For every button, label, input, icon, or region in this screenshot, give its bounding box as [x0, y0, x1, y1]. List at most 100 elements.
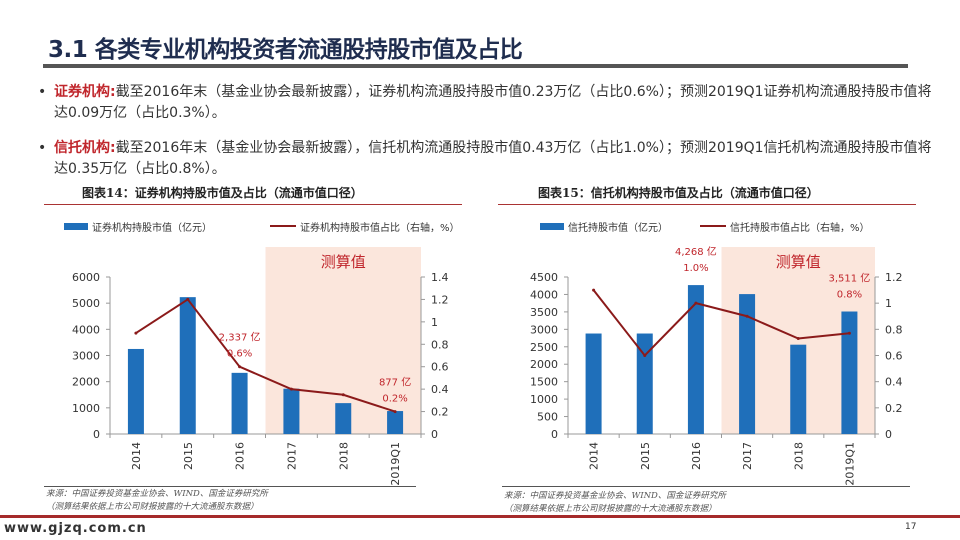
left-tick-label: 5000 — [72, 297, 100, 310]
line-point — [238, 365, 242, 369]
right-tick-label: 1.4 — [431, 271, 449, 284]
left-tick-label: 0 — [551, 428, 558, 441]
legend-label: 信托持股市值占比（右轴，%） — [730, 221, 870, 234]
bullet-securities: • 证券机构:截至2016年末（基金业协会最新披露），证券机构流通股持股市值0.… — [38, 82, 938, 124]
bullet-text: 截至2016年末（基金业协会最新披露），证券机构流通股持股市值0.23万亿（占比… — [54, 84, 932, 121]
source-rule — [44, 486, 416, 487]
data-annotation: 0.2% — [382, 394, 407, 405]
right-tick-label: 0.6 — [431, 361, 449, 374]
chart-title-rule — [498, 204, 916, 205]
source-line: （测算结果依据上市公司财报披露的十大流通股东数据） — [46, 502, 259, 512]
line-point — [643, 354, 647, 357]
bar — [790, 344, 807, 434]
bar — [283, 388, 300, 434]
line-point — [186, 297, 190, 301]
x-tick-label: 2014 — [588, 442, 601, 470]
data-annotation: 2,337 亿 — [219, 331, 261, 344]
line-point — [745, 314, 749, 318]
title-divider — [43, 64, 908, 68]
right-tick-label: 0.4 — [885, 376, 903, 389]
x-tick-label: 2018 — [337, 442, 350, 470]
left-tick-label: 6000 — [72, 271, 100, 284]
bar — [585, 333, 602, 434]
chart-title: 图表15：信托机构持股市值及占比（流通市值口径） — [538, 186, 819, 200]
line-point — [796, 336, 800, 340]
legend-bar-swatch — [64, 223, 88, 230]
source-note: 来源：中国证券投资基金业协会、WIND、国金证券研究所 （测算结果依据上市公司财… — [504, 490, 726, 516]
x-tick-label: 2019Q1 — [843, 442, 856, 486]
bar — [636, 333, 653, 434]
data-annotation: 877 亿 — [379, 376, 411, 389]
left-tick-label: 3500 — [530, 306, 558, 319]
left-tick-label: 3000 — [530, 323, 558, 336]
data-annotation: 0.6% — [227, 349, 252, 360]
x-tick-label: 2019Q1 — [389, 442, 402, 486]
right-tick-label: 0.2 — [431, 406, 449, 419]
left-tick-label: 3000 — [72, 350, 100, 363]
source-line: （测算结果依据上市公司财报披露的十大流通股东数据） — [504, 504, 717, 514]
right-tick-label: 1 — [431, 316, 438, 329]
right-tick-label: 0.4 — [431, 383, 449, 396]
left-tick-label: 1500 — [530, 376, 558, 389]
page-number: 17 — [905, 522, 917, 532]
chart-title-rule — [44, 204, 462, 205]
left-tick-label: 1000 — [72, 402, 100, 415]
data-annotation: 0.8% — [837, 290, 862, 301]
bullet-trust: • 信托机构:截至2016年末（基金业协会最新披露），信托机构流通股持股市值0.… — [38, 138, 938, 180]
chart-trust: 测算值 信托持股市值（亿元） 信托持股市值占比（右轴，%） 0 500 1000 1500 2… — [530, 221, 903, 486]
left-tick-label: 2000 — [72, 376, 100, 389]
x-tick-label: 2018 — [792, 442, 805, 470]
data-annotation: 3,511 亿 — [829, 272, 871, 285]
right-tick-label: 0.2 — [885, 402, 903, 415]
data-annotation: 4,268 亿 — [675, 245, 717, 258]
line-point — [393, 410, 397, 414]
right-tick-label: 0 — [885, 428, 892, 441]
x-tick-label: 2015 — [182, 442, 195, 470]
data-annotation: 1.0% — [683, 263, 708, 274]
left-tick-label: 0 — [93, 428, 100, 441]
legend-bar-swatch — [540, 223, 564, 230]
legend-label: 信托持股市值（亿元） — [568, 221, 668, 234]
footer-url[interactable]: www.gjzq.com.cn — [4, 521, 147, 536]
line-point — [341, 393, 345, 397]
bullet-keyword: 信托机构: — [54, 140, 116, 156]
bar — [179, 297, 196, 434]
left-tick-label: 4500 — [530, 271, 558, 284]
bar — [841, 311, 858, 434]
legend-label: 证券机构持股市值（亿元） — [92, 221, 212, 234]
x-tick-label: 2016 — [234, 442, 247, 470]
shade-label: 测算值 — [776, 253, 821, 271]
x-tick-label: 2015 — [639, 442, 652, 470]
line-point — [289, 387, 293, 391]
x-tick-label: 2017 — [285, 442, 298, 470]
source-rule — [502, 486, 910, 487]
bullet-dot-icon: • — [38, 84, 47, 100]
left-tick-label: 2000 — [530, 358, 558, 371]
bar — [739, 294, 756, 434]
left-tick-label: 4000 — [530, 288, 558, 301]
x-tick-label: 2017 — [741, 442, 754, 470]
line-point — [694, 301, 698, 305]
right-tick-label: 1.2 — [431, 293, 449, 306]
legend-label: 证券机构持股市值占比（右轴，%） — [300, 221, 460, 234]
source-line: 来源：中国证券投资基金业协会、WIND、国金证券研究所 — [504, 491, 726, 501]
right-tick-label: 0.6 — [885, 350, 903, 363]
share-line — [592, 289, 850, 358]
chart-securities: 测算值 证券机构持股市值（亿元） 证券机构持股市值占比（右轴，%） 0 1000 2000… — [64, 221, 460, 486]
right-tick-label: 0.8 — [885, 323, 903, 336]
bar — [387, 411, 404, 434]
left-tick-label: 500 — [537, 411, 558, 424]
footer-divider — [0, 515, 960, 518]
x-tick-label: 2014 — [130, 442, 143, 470]
right-tick-label: 0.8 — [431, 338, 449, 351]
source-note: 来源：中国证券投资基金业协会、WIND、国金证券研究所 （测算结果依据上市公司财… — [46, 488, 268, 514]
left-tick-label: 2500 — [530, 341, 558, 354]
bar — [687, 285, 704, 434]
line-point — [134, 331, 138, 335]
left-tick-label: 1000 — [530, 393, 558, 406]
bar — [127, 348, 144, 434]
bullet-dot-icon: • — [38, 140, 47, 156]
right-tick-label: 1.2 — [885, 271, 903, 284]
line-point — [592, 288, 596, 292]
